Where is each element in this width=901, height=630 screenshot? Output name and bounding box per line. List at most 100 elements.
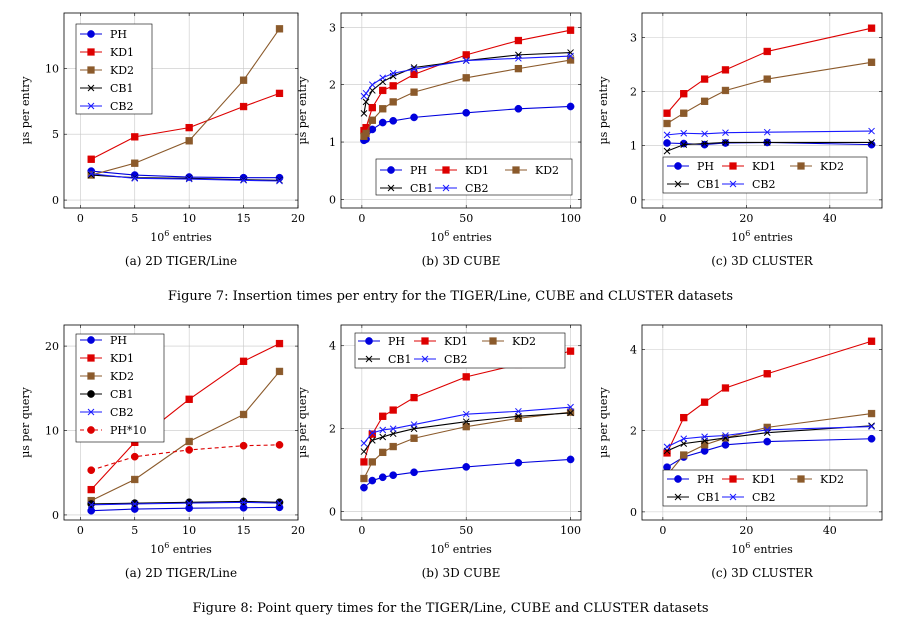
- data-point: [389, 406, 397, 414]
- data-point: [87, 485, 95, 494]
- legend-frame: [75, 23, 153, 115]
- data-point: [868, 423, 875, 430]
- x-tick-label: 0: [77, 212, 84, 225]
- legend-marker: [421, 355, 429, 363]
- data-point: [368, 125, 377, 134]
- subcaption: (a) 2D TIGER/Line: [125, 254, 237, 268]
- x-axis-label-base: 10: [150, 231, 164, 244]
- data-point: [462, 373, 470, 381]
- data-point: [130, 452, 139, 461]
- data-point: [514, 36, 523, 45]
- y-tick-label: 10: [45, 425, 59, 438]
- data-point: [410, 393, 418, 402]
- plot-frame: [63, 324, 299, 521]
- x-axis-label-base: 10: [731, 543, 745, 556]
- data-point: [185, 395, 193, 403]
- data-point: [515, 54, 522, 62]
- legend-label: CB2: [752, 178, 776, 191]
- data-point: [185, 137, 193, 145]
- series-line-kd2: [666, 61, 872, 124]
- x-axis-label-rest: entries: [169, 543, 212, 556]
- legend-label: CB2: [444, 353, 468, 366]
- x-axis-label: 106 entries: [731, 229, 793, 244]
- x-tick-label: 40: [823, 212, 837, 225]
- legend: PH KD1 KD2 CB1 CB2: [662, 156, 868, 194]
- x-tick-label: 15: [237, 212, 251, 225]
- data-point: [763, 426, 771, 434]
- legend-marker: [365, 337, 373, 345]
- x-axis-label: 106 entries: [150, 541, 212, 556]
- data-point: [276, 499, 283, 507]
- data-point: [368, 103, 376, 112]
- data-point: [389, 425, 397, 433]
- data-point: [131, 500, 139, 508]
- legend-label: KD2: [535, 164, 559, 177]
- data-point: [566, 56, 575, 64]
- legend-marker: [729, 493, 737, 501]
- data-point: [700, 75, 709, 83]
- x-axis-label: 106 entries: [150, 229, 212, 244]
- data-point: [410, 65, 418, 73]
- y-axis-label: µs per entry: [597, 76, 610, 145]
- x-axis-label-rest: entries: [750, 543, 793, 556]
- data-point: [763, 429, 771, 437]
- legend-label: KD2: [110, 370, 134, 383]
- series-line-kd1: [666, 27, 872, 114]
- legend: PH KD1 KD2 CB1 CB2: [662, 469, 868, 507]
- chart-panel-3: 0 20 40 0 1 2 3 PH KD1 KD2 CB1 CB2 106 entries µs per…: [597, 12, 883, 268]
- legend: PH KD1 KD2 CB1 CB2: [375, 158, 573, 196]
- data-point: [87, 501, 95, 509]
- data-point: [721, 66, 730, 74]
- x-tick-label: 0: [659, 524, 666, 537]
- legend-marker: [729, 475, 737, 483]
- chart-panel-5: 0 50 100 0 2 4 PH KD1 KD2 CB1 CB2 106 entries µs per…: [296, 324, 582, 580]
- data-point: [680, 440, 688, 447]
- data-point: [763, 437, 772, 446]
- y-tick-label: 3: [630, 31, 637, 44]
- data-point: [240, 176, 247, 184]
- x-axis-label-exp: 6: [444, 541, 449, 550]
- data-point: [462, 422, 470, 431]
- data-point: [360, 110, 368, 117]
- legend-marker: [87, 372, 95, 380]
- data-point: [722, 129, 729, 137]
- data-point: [87, 506, 96, 515]
- data-point: [567, 409, 574, 417]
- data-point: [410, 70, 418, 79]
- legend-label: KD1: [752, 160, 776, 173]
- data-point: [410, 113, 418, 122]
- data-point: [368, 430, 376, 438]
- series-line-cb1: [363, 412, 571, 452]
- data-point: [379, 433, 387, 441]
- y-tick-label: 0: [630, 194, 637, 207]
- legend-label: KD1: [444, 335, 468, 348]
- data-point: [360, 458, 368, 466]
- data-point: [462, 410, 470, 418]
- data-point: [368, 87, 376, 94]
- x-tick-label: 20: [291, 212, 305, 225]
- y-tick-label: 2: [329, 423, 336, 436]
- legend-marker: [442, 166, 450, 174]
- data-point: [763, 128, 771, 136]
- x-axis-label-base: 10: [731, 231, 745, 244]
- data-point: [763, 47, 771, 56]
- x-tick-label: 100: [560, 212, 581, 225]
- y-axis-label: µs per query: [296, 386, 309, 457]
- data-point: [275, 367, 284, 376]
- data-point: [360, 474, 368, 483]
- data-point: [368, 476, 377, 485]
- data-point: [368, 116, 376, 124]
- data-point: [389, 471, 398, 480]
- legend-frame: [75, 333, 165, 443]
- y-tick-label: 5: [52, 128, 59, 141]
- y-tick-label: 2: [630, 425, 637, 438]
- legend-label: CB2: [465, 182, 489, 195]
- data-point: [514, 104, 523, 113]
- data-point: [567, 403, 574, 411]
- legend-marker: [87, 66, 95, 74]
- data-point: [379, 86, 387, 95]
- x-axis-label-exp: 6: [745, 229, 750, 238]
- data-point: [360, 439, 368, 447]
- x-axis-label-base: 10: [430, 543, 444, 556]
